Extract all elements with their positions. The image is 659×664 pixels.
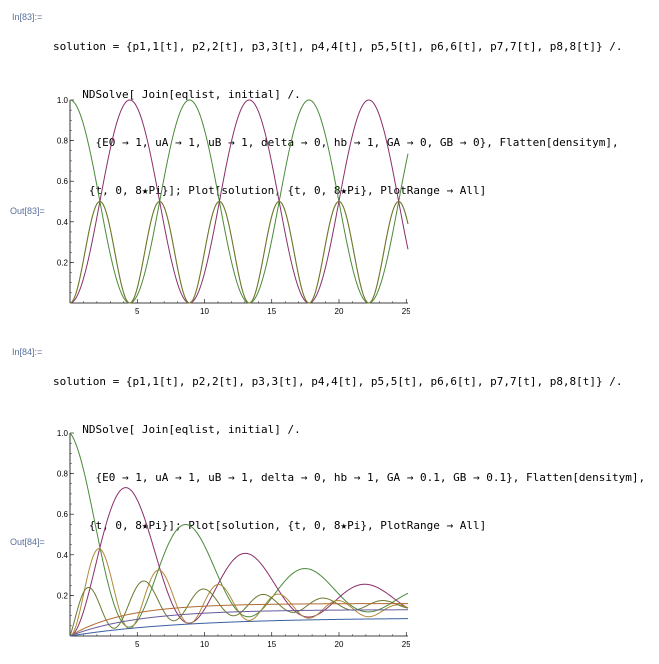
output-label: Out[84]=	[10, 537, 45, 547]
input-label: In[83]:=	[12, 12, 43, 22]
series-line-7	[69, 618, 408, 637]
x-tick-label: 10	[200, 307, 209, 316]
series-line-1	[69, 99, 409, 304]
series-line-2	[69, 487, 409, 637]
y-tick-label: 0.4	[57, 551, 69, 560]
output-label: Out[83]=	[10, 206, 45, 216]
plot-output: 5 10 15 20 25 1.0 0.8 0.6 0.4 0.2	[57, 96, 410, 316]
series-line-6	[69, 609, 409, 637]
x-tick-label: 20	[335, 640, 344, 649]
y-tick-label: 0.2	[57, 591, 69, 600]
input-code[interactable]: solution = {p1,1[t], p2,2[t], p3,3[t], p…	[53, 7, 623, 231]
code-line: NDSolve[ Join[eqlist, initial] /.	[69, 423, 301, 436]
code-line: {t, 0, 8★Pi}]; Plot[solution, {t, 0, 8★P…	[69, 519, 487, 532]
series-line-2	[69, 99, 409, 304]
x-tick-label: 10	[200, 640, 209, 649]
code-line: {E0 → 1, uA → 1, uB → 1, delta → 0, hb →…	[69, 471, 646, 484]
x-tick-label: 15	[267, 640, 276, 649]
y-tick-label: 1.0	[57, 429, 69, 438]
y-tick-label: 0.4	[57, 218, 69, 227]
code-line: {E0 → 1, uA → 1, uB → 1, delta → 0, hb →…	[69, 136, 619, 149]
code-line: solution = {p1,1[t], p2,2[t], p3,3[t], p…	[53, 375, 623, 388]
code-line: {t, 0, 8★Pi}]; Plot[solution, {t, 0, 8★P…	[69, 184, 487, 197]
y-tick-label: 0.2	[57, 258, 69, 267]
y-tick-label: 0.8	[57, 470, 69, 479]
code-line: NDSolve[ Join[eqlist, initial] /.	[69, 88, 301, 101]
x-tick-label: 20	[335, 307, 344, 316]
x-tick-label: 15	[267, 307, 276, 316]
series-line-5	[69, 603, 408, 637]
y-tick-label: 0.6	[57, 177, 69, 186]
y-tick-label: 0.6	[57, 510, 69, 519]
input-label: In[84]:=	[12, 347, 43, 357]
y-tick-label: 0.8	[57, 137, 69, 146]
x-tick-label: 25	[402, 307, 410, 316]
x-tick-label: 5	[135, 307, 140, 316]
plot-output: 5 10 15 20 25 1.0 0.8 0.6 0.4 0.2	[57, 429, 410, 649]
x-tick-label: 5	[135, 640, 140, 649]
y-tick-label: 1.0	[57, 96, 69, 105]
input-code[interactable]: solution = {p1,1[t], p2,2[t], p3,3[t], p…	[53, 342, 645, 566]
x-tick-label: 25	[402, 640, 410, 649]
series-line-1	[69, 432, 409, 628]
series-line-4	[69, 580, 409, 637]
code-line: solution = {p1,1[t], p2,2[t], p3,3[t], p…	[53, 40, 623, 53]
series-line-4	[69, 200, 409, 304]
